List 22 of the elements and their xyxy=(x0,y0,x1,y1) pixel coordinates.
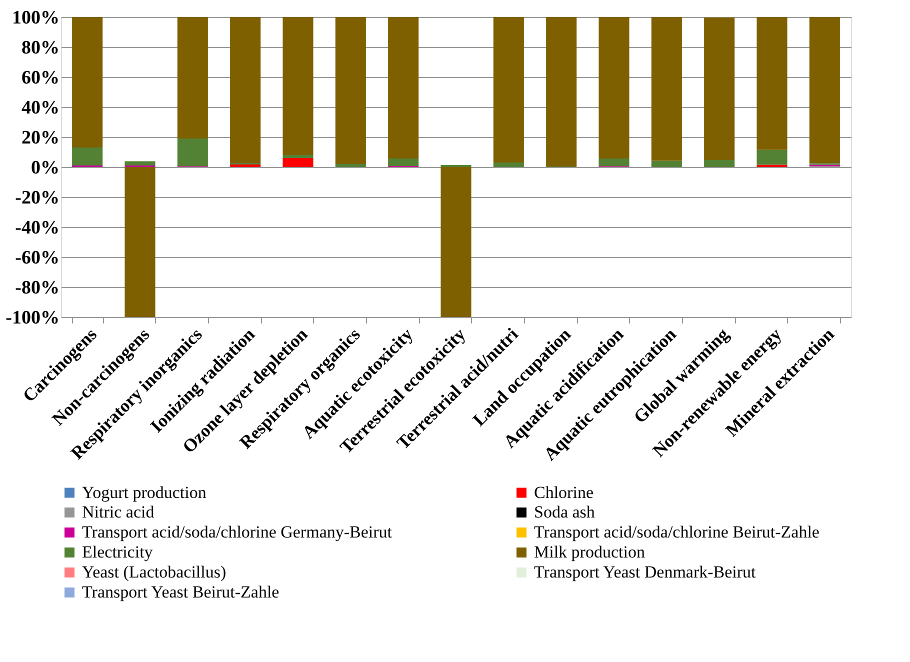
legend-label: Transport Yeast Beirut-Zahle xyxy=(82,582,280,602)
y-tick-label: -40% xyxy=(15,218,60,238)
legend-label: Soda ash xyxy=(534,502,596,522)
y-tick-label: 20% xyxy=(22,128,60,148)
legend-label: Transport acid/soda/chlorine Beirut-Zahle xyxy=(534,522,820,542)
y-tick-label: 100% xyxy=(12,8,60,28)
y-tick-label: 0% xyxy=(31,158,60,178)
y-tick-label: 40% xyxy=(22,98,60,118)
y-tick-label: -100% xyxy=(6,308,60,328)
y-tick-label: -80% xyxy=(15,278,60,298)
y-tick-label: 80% xyxy=(22,38,60,58)
legend-label: Nitric acid xyxy=(82,502,155,522)
legend-label: Electricity xyxy=(82,542,154,562)
y-tick-label: 60% xyxy=(22,68,60,88)
legend-label: Yogurt production xyxy=(82,482,207,502)
y-tick-label: -60% xyxy=(15,248,60,268)
legend-label: Chlorine xyxy=(534,482,594,502)
y-tick-label: -20% xyxy=(15,188,60,208)
legend-label: Transport Yeast Denmark-Beirut xyxy=(534,562,756,582)
legend-label: Yeast (Lactobacillus) xyxy=(82,562,226,582)
legend-label: Milk production xyxy=(534,542,646,562)
legend-label: Transport acid/soda/chlorine Germany-Beirut xyxy=(82,522,392,542)
